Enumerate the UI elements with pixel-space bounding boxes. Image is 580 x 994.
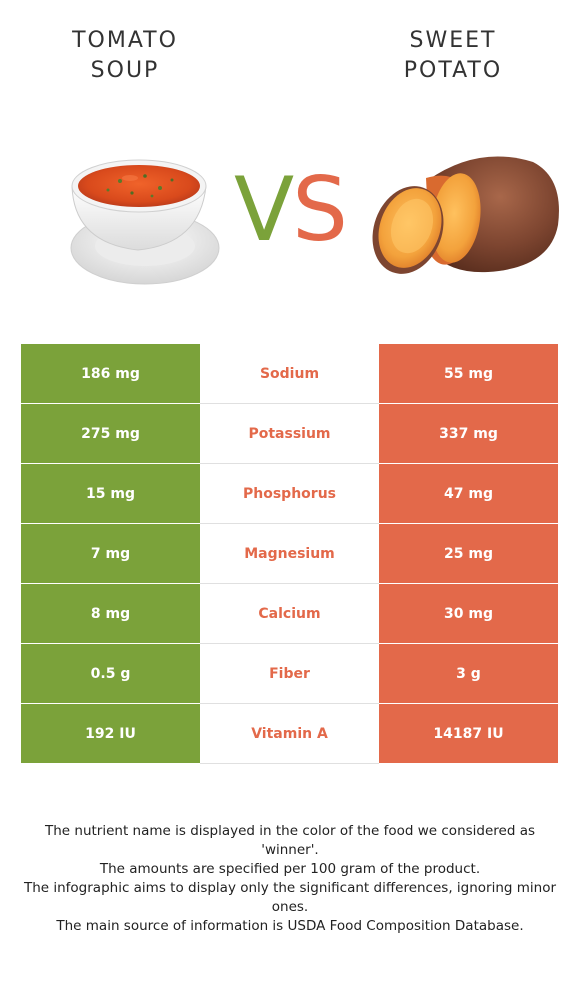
right-food-title: SWEET POTATO: [343, 26, 563, 86]
left-value: 8 mg: [21, 584, 200, 644]
nutrient-name: Sodium: [200, 344, 379, 403]
footer-line: The amounts are specified per 100 gram o…: [99, 861, 481, 877]
table-row: 186 mg Sodium 55 mg: [21, 344, 558, 404]
right-value: 337 mg: [379, 404, 558, 464]
nutrient-name: Fiber: [200, 644, 379, 703]
left-value: 0.5 g: [21, 644, 200, 704]
tomato-soup-bowl-icon: [70, 159, 220, 285]
table-row: 275 mg Potassium 337 mg: [21, 404, 558, 464]
footer-notes: The nutrient name is displayed in the co…: [20, 822, 560, 936]
footer-line: The main source of information is USDA F…: [56, 918, 524, 934]
right-food-title-line1: SWEET: [409, 28, 497, 53]
table-row: 8 mg Calcium 30 mg: [21, 584, 558, 644]
left-value: 192 IU: [21, 704, 200, 764]
table-row: 7 mg Magnesium 25 mg: [21, 524, 558, 584]
right-value: 25 mg: [379, 524, 558, 584]
table-row: 15 mg Phosphorus 47 mg: [21, 464, 558, 524]
right-food-title-line2: POTATO: [403, 58, 503, 83]
versus-s: S: [292, 158, 348, 261]
left-value: 15 mg: [21, 464, 200, 524]
left-food-title: TOMATO SOUP: [15, 26, 235, 86]
versus-label: VS: [222, 160, 358, 260]
right-value: 14187 IU: [379, 704, 558, 764]
nutrient-name: Magnesium: [200, 524, 379, 583]
right-value: 47 mg: [379, 464, 558, 524]
table-row: 0.5 g Fiber 3 g: [21, 644, 558, 704]
left-food-title-line2: SOUP: [90, 58, 160, 83]
nutrient-name: Phosphorus: [200, 464, 379, 523]
sweet-potato-icon: [372, 156, 559, 274]
footer-line: The infographic aims to display only the…: [23, 880, 557, 915]
table-row: 192 IU Vitamin A 14187 IU: [21, 704, 558, 764]
comparison-table: 186 mg Sodium 55 mg 275 mg Potassium 337…: [21, 344, 558, 764]
right-value: 3 g: [379, 644, 558, 704]
footer-line: The nutrient name is displayed in the co…: [44, 823, 536, 858]
left-food-title-line1: TOMATO: [72, 28, 178, 53]
nutrient-name: Vitamin A: [200, 704, 379, 763]
versus-v: V: [233, 158, 294, 261]
left-value: 186 mg: [21, 344, 200, 404]
right-value: 30 mg: [379, 584, 558, 644]
left-value: 275 mg: [21, 404, 200, 464]
left-value: 7 mg: [21, 524, 200, 584]
nutrient-name: Potassium: [200, 404, 379, 463]
right-value: 55 mg: [379, 344, 558, 404]
nutrient-name: Calcium: [200, 584, 379, 643]
